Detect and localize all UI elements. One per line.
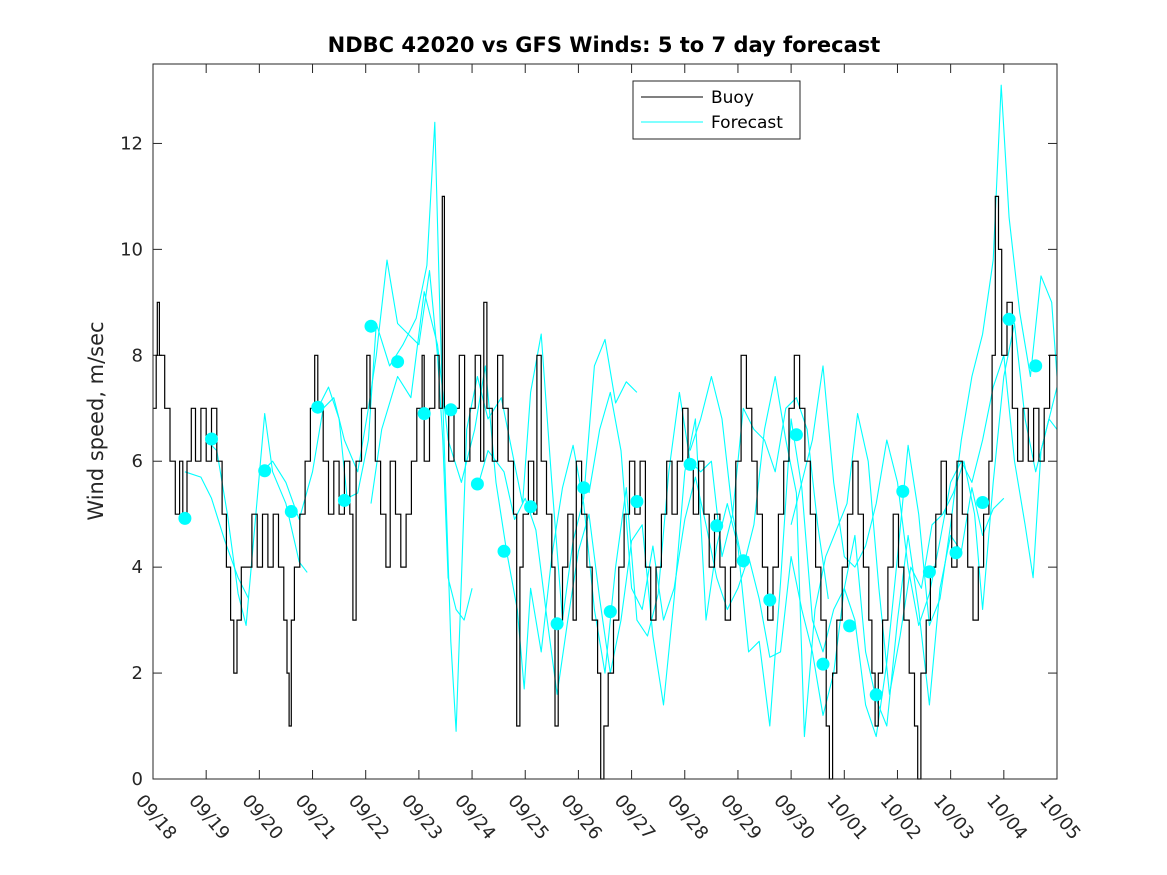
- forecast-daily-marker: [789, 428, 803, 442]
- forecast-daily-marker: [896, 484, 910, 498]
- forecast-daily-marker: [391, 355, 405, 369]
- forecast-daily-marker: [949, 546, 963, 560]
- legend: Buoy Forecast: [632, 80, 801, 140]
- forecast-series-line: [184, 471, 250, 600]
- y-axis-label: Wind speed, m/sec: [84, 321, 108, 520]
- x-tick-label: 10/04: [982, 791, 1031, 844]
- forecast-daily-marker: [683, 457, 697, 471]
- y-tick-label: 2: [132, 663, 143, 684]
- forecast-daily-marker: [869, 688, 883, 702]
- x-tick-label: 09/24: [450, 791, 499, 844]
- forecast-daily-marker: [417, 407, 431, 421]
- x-tick-label: 09/25: [503, 791, 552, 844]
- y-tick-label: 10: [120, 239, 143, 260]
- forecast-series-line: [689, 322, 1058, 738]
- legend-forecast-label: Forecast: [711, 113, 783, 133]
- forecast-series-line: [261, 259, 473, 621]
- x-tick-label: 09/23: [397, 791, 446, 844]
- x-tick-label: 09/27: [610, 791, 659, 844]
- plot-area: [153, 64, 1057, 779]
- x-tick-label: 09/30: [769, 791, 818, 844]
- forecast-daily-marker: [736, 554, 750, 568]
- x-tick-label: 10/01: [822, 791, 871, 844]
- forecast-daily-marker: [763, 593, 777, 607]
- x-tick-label: 09/26: [557, 791, 606, 844]
- forecast-daily-marker: [1029, 359, 1043, 373]
- x-tick-label: 10/03: [929, 791, 978, 844]
- forecast-daily-marker: [710, 519, 724, 533]
- y-tick-label: 0: [132, 769, 143, 790]
- y-tick-label: 8: [132, 345, 143, 366]
- x-tick-label: 10/02: [876, 791, 925, 844]
- forecast-daily-marker: [470, 477, 484, 491]
- legend-buoy-label: Buoy: [711, 88, 754, 108]
- x-tick-label: 09/21: [291, 791, 340, 844]
- plot-frame: [152, 63, 1058, 780]
- forecast-daily-marker: [1002, 312, 1016, 326]
- x-tick-label: 09/19: [184, 791, 233, 844]
- forecast-series-line: [317, 121, 638, 732]
- x-tick-label: 09/20: [238, 791, 287, 844]
- x-tick-label: 09/22: [344, 791, 393, 844]
- forecast-daily-marker: [630, 495, 644, 508]
- legend-box: [632, 80, 801, 140]
- forecast-daily-marker: [364, 319, 378, 333]
- x-tick-label: 09/29: [716, 791, 765, 844]
- forecast-daily-marker: [205, 432, 218, 446]
- forecast-daily-marker: [444, 403, 458, 417]
- forecast-series-line: [588, 84, 1058, 738]
- forecast-daily-marker: [550, 617, 564, 631]
- y-tick-label: 4: [132, 557, 143, 578]
- chart-title: NDBC 42020 vs GFS Winds: 5 to 7 day fore…: [328, 33, 881, 57]
- forecast-daily-marker: [311, 400, 325, 414]
- x-tick-label: 10/05: [1035, 791, 1084, 844]
- forecast-daily-marker: [577, 481, 591, 495]
- y-tick-label: 12: [120, 133, 143, 154]
- forecast-series-line: [790, 354, 1058, 626]
- forecast-daily-marker: [337, 493, 351, 507]
- buoy-series-line: [153, 195, 1057, 780]
- forecast-series-line: [205, 413, 308, 626]
- forecast-daily-marker: [816, 657, 830, 671]
- forecast-daily-marker: [976, 496, 990, 509]
- forecast-daily-marker: [497, 544, 511, 558]
- x-tick-label: 09/18: [131, 791, 180, 844]
- forecast-series-line: [370, 291, 829, 690]
- data-layer: [153, 84, 1058, 780]
- forecast-daily-marker: [524, 500, 538, 514]
- forecast-daily-marker: [922, 565, 936, 579]
- x-tick-label: 09/28: [663, 791, 712, 844]
- forecast-daily-marker: [258, 464, 272, 478]
- forecast-series-line: [476, 418, 1005, 727]
- y-tick-label: 6: [132, 451, 143, 472]
- forecast-daily-marker: [284, 505, 298, 518]
- forecast-daily-marker: [603, 605, 617, 619]
- forecast-daily-marker: [843, 619, 857, 633]
- forecast-daily-marker: [178, 511, 192, 525]
